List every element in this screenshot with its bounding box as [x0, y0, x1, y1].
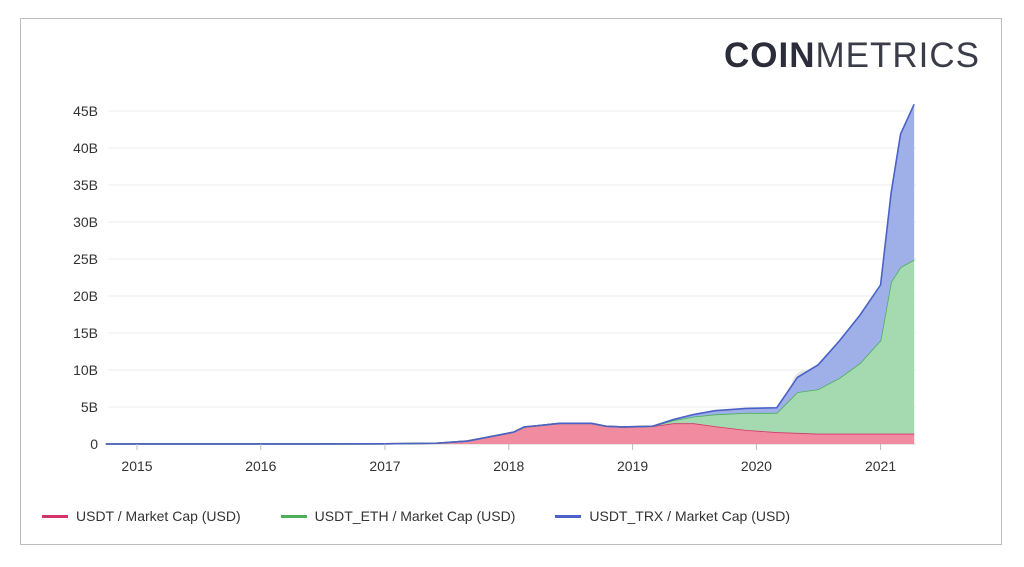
legend-label: USDT_ETH / Market Cap (USD): [314, 508, 516, 524]
legend-label: USDT_TRX / Market Cap (USD): [589, 508, 791, 524]
legend-item[interactable]: USDT / Market Cap (USD): [42, 508, 241, 524]
logo-bold: COIN: [724, 36, 816, 75]
y-tick-label: 0: [90, 436, 98, 452]
legend-swatch: [280, 514, 307, 518]
y-tick-label: 20B: [73, 288, 98, 304]
area-3: [105, 104, 915, 444]
y-tick-label: 10B: [73, 362, 98, 378]
legend-item[interactable]: USDT_ETH / Market Cap (USD): [280, 508, 516, 524]
x-tick-label: 2017: [369, 458, 400, 474]
legend-swatch: [42, 514, 68, 518]
legend-item[interactable]: USDT_TRX / Market Cap (USD): [555, 508, 790, 524]
y-tick-label: 45B: [73, 103, 98, 119]
y-tick-label: 25B: [73, 251, 98, 267]
x-tick-label: 2020: [741, 458, 772, 474]
x-tick-label: 2018: [493, 458, 524, 474]
chart-frame: [20, 18, 1002, 545]
x-tick-label: 2019: [617, 458, 648, 474]
y-tick-label: 35B: [73, 177, 98, 193]
area-2: [105, 259, 915, 444]
y-tick-label: 40B: [73, 140, 98, 156]
y-tick-label: 15B: [73, 325, 98, 341]
y-tick-label: 5B: [81, 399, 98, 415]
series-line-3: [105, 104, 915, 445]
y-tick-label: 30B: [73, 214, 98, 230]
legend: USDT / Market Cap (USD) USDT_ETH / Market…: [42, 508, 790, 524]
coinmetrics-logo: COINMETRICS: [724, 36, 980, 76]
legend-swatch: [555, 514, 582, 518]
x-tick-label: 2015: [121, 458, 152, 474]
x-tick-label: 2016: [245, 458, 276, 474]
logo-light: METRICS: [815, 36, 980, 75]
legend-label: USDT / Market Cap (USD): [76, 508, 241, 524]
x-tick-label: 2021: [865, 458, 896, 474]
